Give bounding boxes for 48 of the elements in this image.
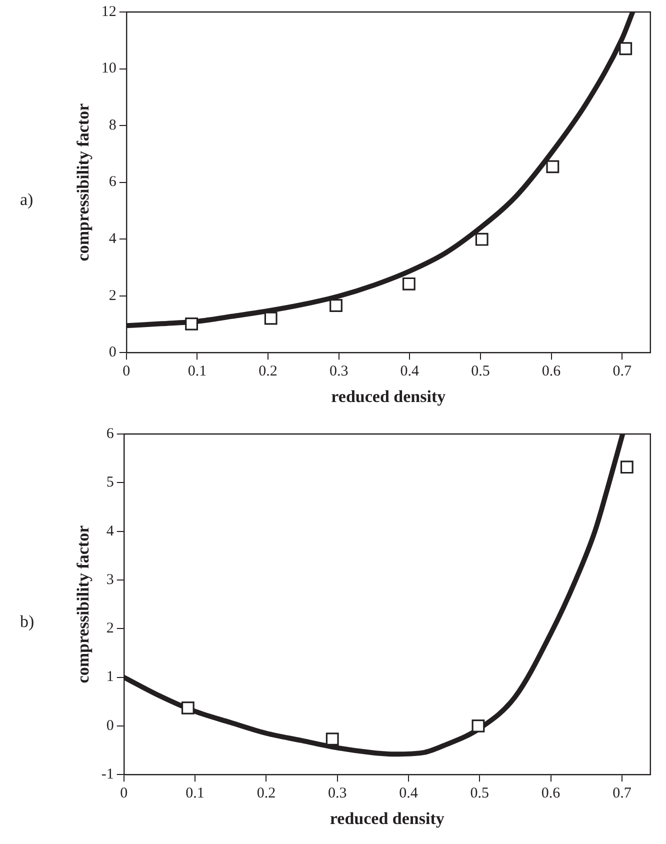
y-tick-label: 2 — [106, 620, 114, 637]
x-tick-label: 0.1 — [188, 364, 207, 380]
x-tick-label: 0.1 — [186, 786, 204, 802]
y-tick-label: 0 — [106, 718, 114, 734]
point — [619, 42, 632, 56]
y-tick-label: 6 — [106, 426, 114, 442]
point — [475, 232, 488, 246]
x-tick-label: 0.5 — [470, 786, 490, 802]
point — [330, 299, 342, 312]
point — [185, 317, 198, 330]
point — [264, 312, 278, 325]
y-tick-label: 0 — [108, 344, 116, 361]
text: b) — [20, 612, 34, 632]
x-tick-label: 0.7 — [612, 786, 632, 802]
point — [181, 701, 194, 714]
x-tick-label: 0.5 — [471, 364, 490, 380]
x-axis-title: reduced density — [331, 387, 446, 406]
point — [472, 719, 485, 732]
y-tick-label: 4 — [106, 523, 114, 540]
x-tick-label: 0.7 — [612, 364, 632, 380]
x-tick-label: 0.4 — [400, 364, 420, 380]
text: a) — [20, 190, 34, 210]
y-tick-label: 1 — [106, 669, 114, 686]
x-axis-title: reduced density — [330, 809, 445, 828]
y-tick-label: 8 — [108, 117, 116, 134]
y-axis-title: compressibility factor — [74, 524, 93, 684]
x-tick-label: 0.3 — [328, 786, 347, 802]
x-tick-label: 0.2 — [256, 786, 276, 802]
y-tick-label: 2 — [108, 288, 116, 304]
point — [326, 732, 339, 746]
x-tick-label: 0 — [120, 786, 128, 802]
point — [546, 160, 560, 174]
y-tick-label: 6 — [108, 174, 117, 190]
y-tick-label: 5 — [106, 474, 114, 491]
x-tick-label: 0.6 — [542, 364, 562, 380]
y-tick-label: 3 — [106, 572, 114, 588]
point — [620, 460, 634, 474]
y-tick-label: 12 — [101, 4, 116, 20]
x-tick-label: 0.3 — [329, 364, 348, 380]
x-tick-label: 0.6 — [541, 786, 561, 802]
y-axis-title: compressibility factor — [74, 102, 93, 262]
y-tick-label: 10 — [101, 60, 116, 77]
x-tick-label: 0.4 — [399, 786, 418, 802]
y-tick-label: -1 — [101, 766, 114, 783]
y-tick-label: 4 — [108, 231, 117, 248]
point — [402, 277, 416, 290]
x-tick-label: 0 — [122, 364, 130, 380]
x-tick-label: 0.2 — [258, 364, 278, 380]
